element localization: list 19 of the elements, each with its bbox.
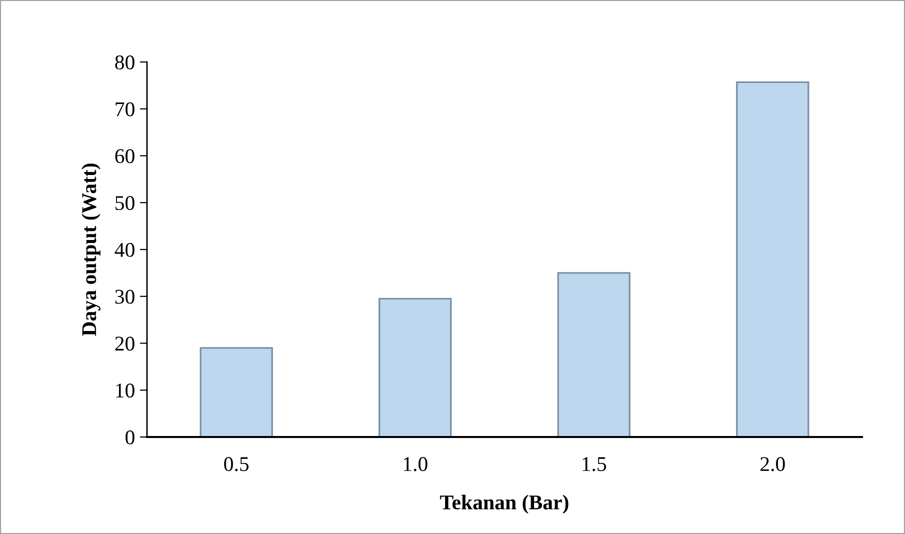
y-tick-label: 70 [116, 102, 134, 116]
bar [557, 272, 630, 437]
y-tick-label: 40 [114, 242, 134, 257]
y-axis-title: Daya output (Watt) [82, 164, 100, 336]
x-tick-label: 2.0 [760, 457, 785, 472]
y-tick-label: 50 [116, 196, 134, 210]
y-tick-label: 30 [115, 290, 134, 304]
bar [378, 298, 452, 437]
x-tick-label: 1.0 [404, 457, 428, 472]
x-axis-title: Tekanan (Bar) [440, 494, 568, 514]
bar [736, 81, 810, 437]
y-tick-label: 0 [126, 430, 134, 444]
y-tick-label: 10 [116, 384, 134, 398]
y-tick-label: 20 [115, 336, 134, 351]
y-tick-label: 80 [115, 55, 134, 70]
bar [200, 347, 273, 437]
x-tick-label: 0.5 [224, 457, 249, 472]
x-tick-label: 1.5 [582, 457, 606, 472]
y-tick-label: 60 [115, 149, 134, 164]
